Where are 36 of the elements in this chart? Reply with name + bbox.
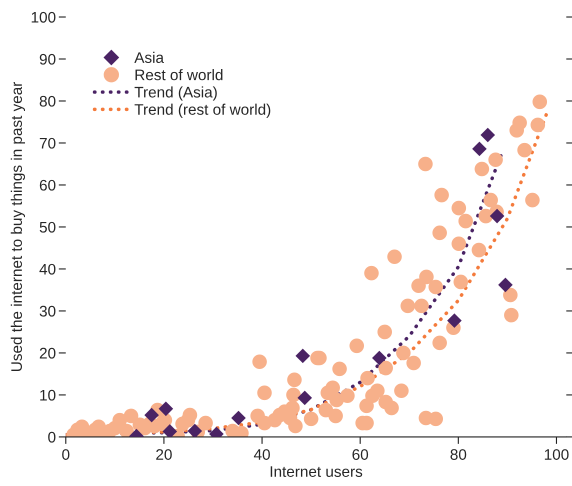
x-tick-label: 80	[450, 449, 466, 460]
y-tick-label: 40	[39, 264, 56, 275]
point	[480, 128, 496, 142]
legend-label: Trend (Asia)	[134, 86, 217, 101]
point	[231, 410, 246, 426]
y-tick-label: 80	[40, 96, 56, 107]
y-tick-label: 0	[48, 432, 56, 443]
y-tick-label: 100	[32, 12, 56, 23]
y-tick-label: 30	[40, 306, 56, 317]
y-tick-label: 20	[40, 348, 56, 359]
point	[490, 208, 504, 224]
point	[158, 401, 174, 416]
x-tick-label: 0	[62, 449, 70, 460]
legend-label: Trend (rest of world)	[134, 104, 270, 118]
point	[498, 278, 513, 292]
point	[472, 142, 487, 156]
y-tick-label: 50	[40, 222, 56, 233]
y-tick-label: 10	[40, 390, 56, 401]
x-tick-label: 100	[544, 449, 569, 460]
y-tick-label: 60	[40, 180, 56, 191]
point	[296, 348, 310, 364]
x-tick-label: 40	[254, 449, 270, 460]
y-tick-label: 70	[40, 138, 56, 149]
point	[372, 350, 387, 366]
x-axis-title: Internet users	[270, 466, 362, 477]
point	[144, 408, 159, 422]
point	[447, 313, 462, 328]
legend-label: Asia	[134, 52, 164, 63]
x-tick-label: 20	[156, 449, 172, 460]
y-tick-label: 90	[40, 54, 56, 65]
legend-label: Rest of world	[136, 69, 222, 80]
y-axis-title: Used the internet to buy things in past year	[10, 82, 26, 371]
x-tick-label: 60	[352, 449, 368, 460]
point	[162, 424, 178, 437]
point	[188, 424, 202, 437]
point	[297, 390, 312, 406]
